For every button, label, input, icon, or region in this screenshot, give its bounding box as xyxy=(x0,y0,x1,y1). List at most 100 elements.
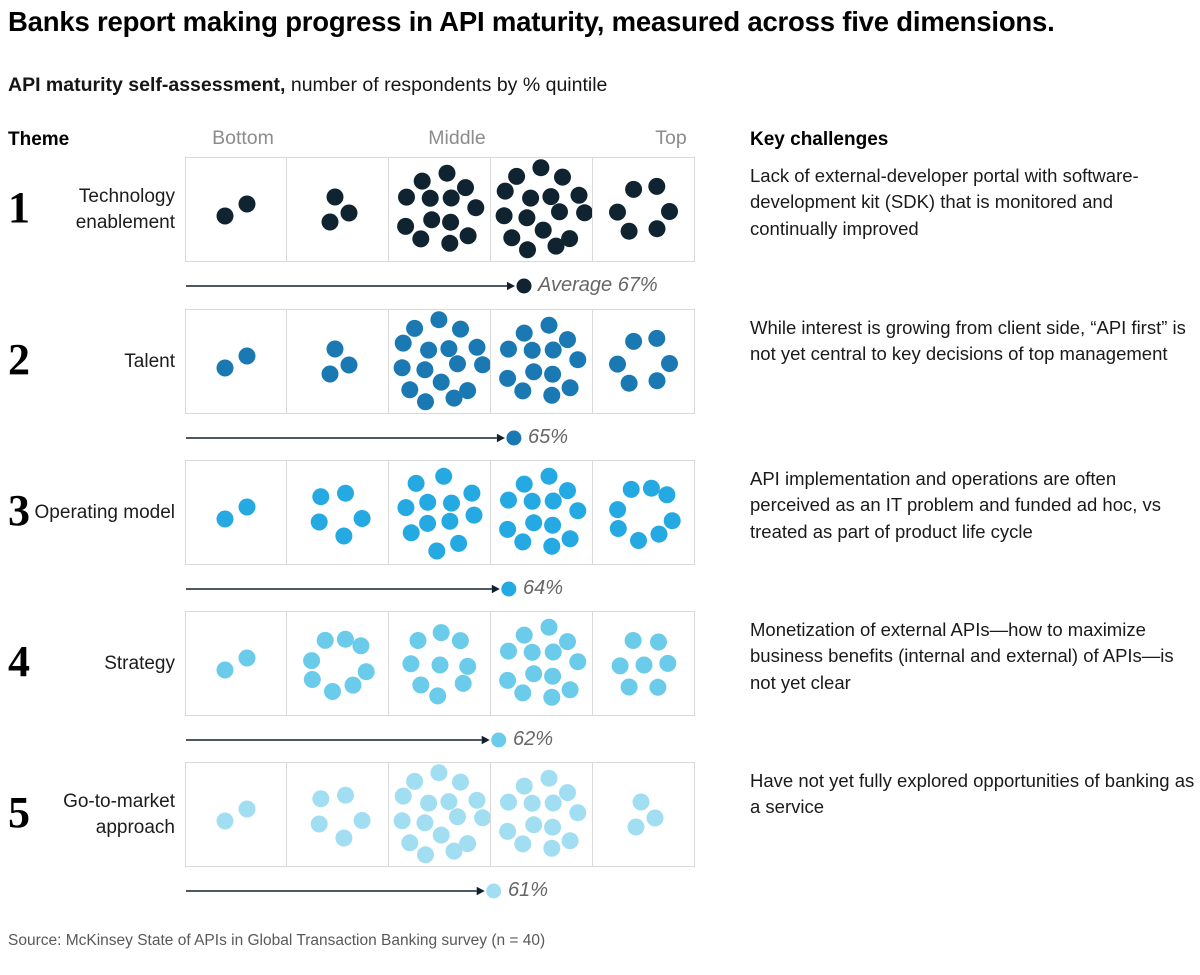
quintile-cell-1 xyxy=(185,762,287,867)
respondent-dot xyxy=(627,818,644,835)
respondent-dot xyxy=(629,531,647,549)
theme-row-2: 2 Talent 65% While interest is growing from… xyxy=(0,309,1200,461)
quintile-cell-2 xyxy=(287,611,389,716)
theme-row-4: 4 Strategy 62% Monetization of external API… xyxy=(0,611,1200,763)
quintile-cell-4 xyxy=(491,157,593,262)
quintile-cell-4 xyxy=(491,611,593,716)
respondent-dot xyxy=(632,793,649,810)
respondent-dot xyxy=(415,813,433,831)
theme-label: Talent xyxy=(124,350,175,372)
respondent-dot xyxy=(524,362,542,380)
theme-number: 4 xyxy=(8,637,30,686)
respondent-dot xyxy=(620,222,638,240)
page-title: Banks report making progress in API matu… xyxy=(8,6,1055,37)
dot-cluster xyxy=(216,195,256,224)
theme-label: Technology enablement xyxy=(75,186,175,233)
respondent-dot xyxy=(523,492,541,510)
respondent-dot xyxy=(323,682,341,700)
respondent-dot xyxy=(561,529,579,547)
average-label: 64% xyxy=(523,577,564,599)
respondent-dot xyxy=(553,168,571,186)
respondent-dot xyxy=(419,341,437,359)
respondent-dot xyxy=(513,381,531,399)
respondent-dot xyxy=(544,643,562,660)
average-label: 61% xyxy=(508,879,549,901)
chart-subtitle-rest: number of respondents by % quintile xyxy=(285,74,608,96)
respondent-dot xyxy=(647,329,665,347)
respondent-dot xyxy=(451,631,469,649)
average-indicator: 61% xyxy=(185,875,705,907)
arrowhead-icon xyxy=(491,584,500,594)
respondent-dot xyxy=(558,481,576,499)
dot-cluster xyxy=(216,498,256,527)
respondent-dot xyxy=(542,688,560,706)
respondent-dot xyxy=(344,676,361,694)
respondent-dot xyxy=(570,186,587,204)
respondent-dot xyxy=(216,359,234,376)
respondent-dot xyxy=(515,626,533,644)
column-header-bottom: Bottom xyxy=(212,127,274,149)
respondent-dot xyxy=(568,803,586,821)
quintile-cell-2 xyxy=(287,460,389,565)
respondent-dot xyxy=(608,203,626,221)
respondent-dot xyxy=(663,511,681,529)
respondent-dot xyxy=(303,670,321,688)
dot-cluster xyxy=(393,310,490,410)
dot-cluster xyxy=(498,618,586,706)
column-header-middle: Middle xyxy=(428,127,486,149)
quintile-cell-1 xyxy=(185,309,287,414)
respondent-dot xyxy=(635,656,652,673)
respondent-dot xyxy=(647,177,665,195)
respondent-dot xyxy=(499,642,517,660)
respondent-dot xyxy=(498,520,516,538)
respondent-dot xyxy=(451,320,469,338)
respondent-dot xyxy=(310,815,328,832)
respondent-dot xyxy=(657,485,675,503)
respondent-dot xyxy=(543,818,561,836)
respondent-dot xyxy=(540,316,557,334)
respondent-dot xyxy=(451,773,469,791)
source-note: Source: McKinsey State of APIs in Global… xyxy=(8,932,546,949)
respondent-dot xyxy=(534,221,552,239)
respondent-dot xyxy=(540,618,557,636)
key-challenge-text: API implementation and operations are of… xyxy=(750,468,1162,542)
respondent-dot xyxy=(658,654,676,672)
respondent-dot xyxy=(458,381,476,399)
respondent-dot xyxy=(544,341,562,358)
average-arrow xyxy=(186,581,517,597)
respondent-dot xyxy=(336,484,354,502)
quintile-cell-5 xyxy=(593,611,695,716)
respondent-dot xyxy=(496,182,514,200)
respondent-dot xyxy=(624,180,642,198)
respondent-dot xyxy=(558,632,576,650)
arrowhead-icon xyxy=(496,433,505,443)
respondent-dot xyxy=(238,347,256,364)
respondent-dot xyxy=(353,509,371,527)
respondent-dot xyxy=(524,664,542,682)
respondent-dot xyxy=(459,226,477,244)
respondent-dot xyxy=(649,633,667,650)
respondent-dot xyxy=(517,208,535,226)
respondent-dot xyxy=(507,167,525,185)
dot-cluster xyxy=(302,630,375,700)
respondent-dot xyxy=(608,355,626,373)
respondent-dot xyxy=(431,656,448,673)
respondent-dot xyxy=(407,474,425,492)
arrowhead-icon xyxy=(507,281,515,291)
quintile-cell-3 xyxy=(389,309,491,414)
average-dot xyxy=(506,430,522,446)
respondent-dot xyxy=(216,510,234,527)
respondent-dot xyxy=(411,229,429,247)
arrowhead-icon xyxy=(476,886,485,896)
respondent-dot xyxy=(473,808,490,826)
respondent-dot xyxy=(454,674,472,692)
theme-number: 1 xyxy=(8,183,30,232)
respondent-dot xyxy=(542,386,560,404)
respondent-dot xyxy=(540,769,557,787)
quintile-cell-5 xyxy=(593,157,695,262)
theme-row-3: 3 Operating model 64% API implementation an… xyxy=(0,460,1200,612)
respondent-dot xyxy=(531,158,549,176)
dot-cluster xyxy=(396,164,484,252)
respondent-dot xyxy=(419,794,437,812)
respondent-dot xyxy=(543,365,561,383)
